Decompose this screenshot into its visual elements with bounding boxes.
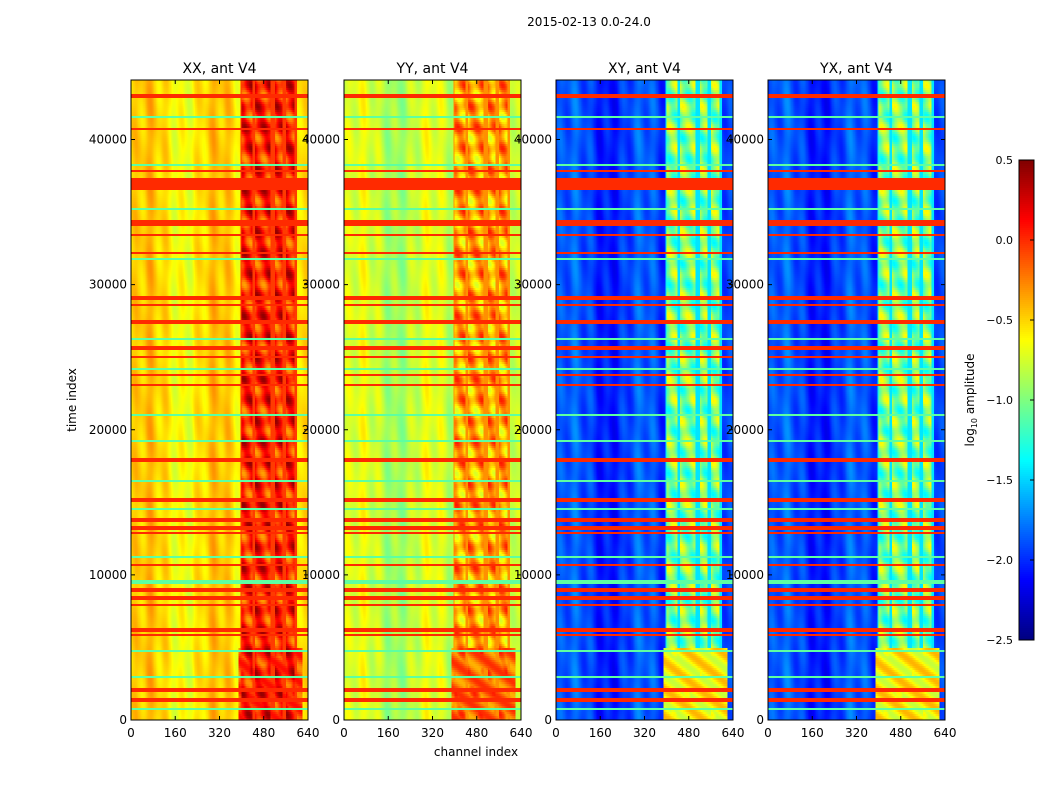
heatmap-4 <box>768 80 945 720</box>
panel-title-1: XX, ant V4 <box>183 61 257 77</box>
panel-title-3: XY, ant V4 <box>608 61 681 77</box>
heatmap-1 <box>131 80 308 720</box>
axes-frame-2 <box>343 79 522 721</box>
colorbar-tick-label: 0.5 <box>996 154 1014 167</box>
y-tick-label: 20000 <box>302 423 340 437</box>
x-tick-label: 640 <box>934 726 957 740</box>
y-tick-label: 0 <box>544 713 552 727</box>
axes-frame-4 <box>767 79 946 721</box>
x-tick-label: 320 <box>208 726 231 740</box>
y-tick-label: 30000 <box>514 278 552 292</box>
y-axis-label: time index <box>65 368 79 432</box>
colorbar-tick-label: −0.5 <box>986 314 1013 327</box>
y-tick-label: 30000 <box>89 278 127 292</box>
x-tick-label: 320 <box>845 726 868 740</box>
figure-title: 2015-02-13 0.0-24.0 <box>527 15 651 29</box>
colorbar-gradient <box>1019 160 1034 640</box>
axes-frame-1 <box>130 79 309 721</box>
y-tick-label: 10000 <box>514 568 552 582</box>
x-tick-label: 640 <box>722 726 745 740</box>
panel-title-2: YY, ant V4 <box>396 61 469 77</box>
y-tick-label: 30000 <box>726 278 764 292</box>
x-tick-label: 0 <box>127 726 135 740</box>
colorbar-tick-label: −2.0 <box>986 554 1013 567</box>
heatmap-3 <box>556 80 733 720</box>
y-tick-label: 0 <box>756 713 764 727</box>
x-tick-label: 480 <box>889 726 912 740</box>
x-tick-label: 320 <box>633 726 656 740</box>
y-tick-label: 10000 <box>89 568 127 582</box>
x-tick-label: 160 <box>377 726 400 740</box>
y-tick-label: 40000 <box>302 133 340 147</box>
y-tick-label: 20000 <box>726 423 764 437</box>
x-tick-label: 480 <box>252 726 275 740</box>
x-axis-label: channel index <box>434 745 518 759</box>
colorbar-tick-label: −2.5 <box>986 634 1013 647</box>
y-tick-label: 0 <box>119 713 127 727</box>
x-tick-label: 160 <box>164 726 187 740</box>
x-tick-label: 640 <box>510 726 533 740</box>
colorbar-tick-label: −1.5 <box>986 474 1013 487</box>
x-tick-label: 160 <box>589 726 612 740</box>
x-tick-label: 0 <box>340 726 348 740</box>
y-tick-label: 10000 <box>726 568 764 582</box>
colorbar-label: log10 amplitude <box>963 354 979 447</box>
x-tick-label: 480 <box>465 726 488 740</box>
y-tick-label: 20000 <box>89 423 127 437</box>
y-tick-label: 40000 <box>89 133 127 147</box>
x-tick-label: 0 <box>552 726 560 740</box>
colorbar-tick-label: −1.0 <box>986 394 1013 407</box>
x-tick-label: 160 <box>801 726 824 740</box>
panel-title-4: YX, ant V4 <box>819 61 893 77</box>
x-tick-label: 0 <box>764 726 772 740</box>
y-tick-label: 40000 <box>726 133 764 147</box>
x-tick-label: 320 <box>421 726 444 740</box>
y-tick-label: 40000 <box>514 133 552 147</box>
y-tick-label: 10000 <box>302 568 340 582</box>
axes-frame-3 <box>555 79 734 721</box>
y-tick-label: 0 <box>332 713 340 727</box>
x-tick-label: 640 <box>297 726 320 740</box>
heatmap-2 <box>344 80 521 720</box>
colorbar-tick-label: 0.0 <box>996 234 1014 247</box>
x-tick-label: 480 <box>677 726 700 740</box>
y-tick-label: 30000 <box>302 278 340 292</box>
y-tick-label: 20000 <box>514 423 552 437</box>
